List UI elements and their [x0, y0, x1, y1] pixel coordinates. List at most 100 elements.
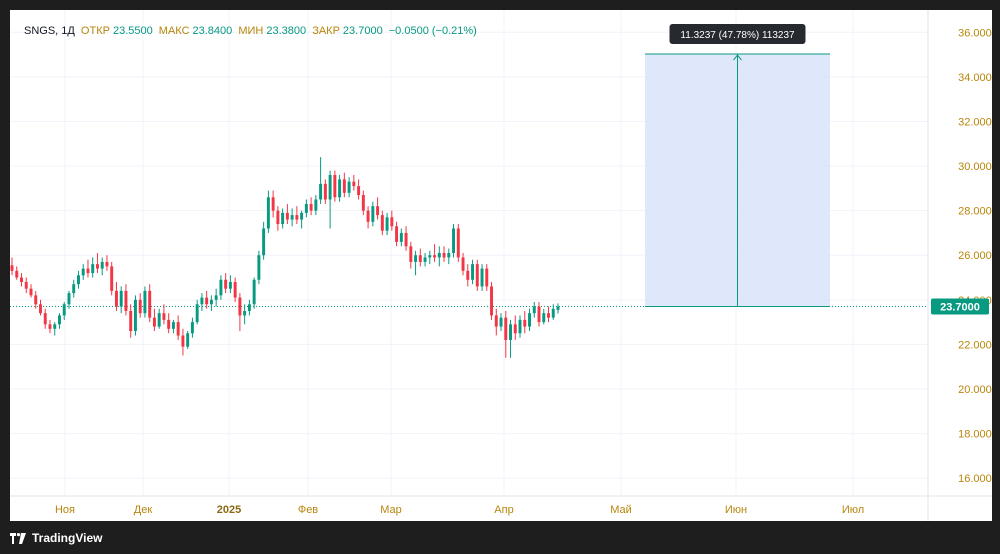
candle-body: [238, 297, 242, 316]
candle-body: [276, 210, 280, 225]
candle-body: [157, 313, 161, 327]
candle-body: [39, 304, 42, 314]
candle-body: [200, 297, 204, 305]
candle-body: [361, 195, 365, 211]
candle-body: [176, 322, 180, 336]
candle-body: [437, 253, 441, 258]
candle-body: [490, 286, 494, 316]
candle-body: [252, 279, 256, 305]
legend-high-value: 23.8400: [192, 25, 233, 37]
candle-body: [62, 304, 66, 316]
candle-body: [233, 281, 237, 298]
candle-body: [404, 232, 408, 247]
candle-body: [162, 313, 166, 320]
candle-body: [551, 308, 555, 318]
candle-body: [167, 319, 171, 329]
candle-body: [556, 306, 560, 310]
candle-body: [67, 293, 71, 305]
candle-body: [366, 210, 370, 222]
candle-body: [314, 199, 318, 211]
candle-body: [124, 290, 128, 311]
price-chart[interactable]: Ноя Дек 2025 Фев Мар Апр Май Июн Июл 11.3237 (47.…: [10, 10, 992, 521]
candle-body: [219, 279, 223, 296]
legend-low-value: 23.3800: [266, 25, 307, 37]
candle-body: [91, 264, 95, 274]
legend-change: −0.0500 (−0.21%): [388, 25, 477, 37]
candle-body: [542, 313, 546, 323]
candle-body: [475, 264, 479, 287]
price-tick-label: 18.0000: [958, 429, 992, 441]
candle-body: [509, 324, 512, 340]
tradingview-brand: TradingView: [32, 531, 103, 545]
candle-body: [547, 313, 550, 318]
tradingview-footer[interactable]: TradingView: [10, 528, 102, 548]
candle-body: [190, 322, 194, 334]
candle-body: [461, 257, 465, 271]
candle-body: [110, 266, 114, 291]
candle-body: [266, 197, 270, 229]
last-price-tag: [931, 298, 989, 315]
candle-body: [352, 181, 356, 187]
candle-body: [43, 313, 47, 325]
candle-body: [466, 270, 470, 280]
candle-body: [224, 279, 228, 289]
candle-body: [86, 268, 90, 274]
candle-body: [100, 261, 104, 269]
candle-body: [34, 295, 38, 305]
chart-panel[interactable]: Ноя Дек 2025 Фев Мар Апр Май Июн Июл 11.3237 (47.…: [10, 10, 992, 521]
candle-body: [58, 315, 61, 325]
candle-body: [300, 212, 304, 220]
candle-body: [471, 264, 475, 280]
candle-body: [480, 268, 484, 287]
candle-body: [409, 246, 413, 262]
candle-body: [532, 306, 536, 314]
candle-body: [228, 281, 232, 289]
candle-body: [333, 174, 337, 198]
candle-body: [371, 206, 375, 222]
candle-body: [119, 290, 123, 307]
price-tick-label: 32.0000: [958, 116, 992, 128]
candle-body: [24, 281, 28, 289]
candle-body: [53, 324, 57, 329]
candle-body: [418, 255, 422, 262]
price-tick-label: 34.0000: [958, 72, 992, 84]
candle-body: [171, 322, 175, 329]
candle-body: [309, 203, 313, 211]
legend-high-label: МАКС: [158, 25, 190, 37]
candle-body: [95, 264, 99, 269]
candle-body: [414, 255, 418, 262]
candle-body: [20, 277, 23, 282]
candle-body: [29, 288, 33, 296]
legend-close-value: 23.7000: [342, 25, 383, 37]
candle-body: [195, 304, 199, 323]
candle-body: [133, 299, 137, 332]
candle-body: [148, 290, 152, 318]
candle-body: [518, 319, 522, 334]
candle-body: [76, 275, 80, 285]
candle-body: [447, 253, 451, 258]
candle-body: [257, 255, 261, 280]
candle-body: [243, 310, 247, 316]
price-tick-label: 16.0000: [958, 473, 992, 485]
measure-arrow-head: [733, 54, 742, 61]
candle-body: [129, 310, 133, 332]
candle-body: [342, 179, 346, 193]
candle-body: [485, 268, 489, 287]
legend-open-label: ОТКР: [80, 25, 110, 37]
candle-body: [380, 215, 384, 231]
legend-symbol: SNGS, 1Д: [24, 25, 75, 37]
candle-body: [504, 317, 508, 340]
time-axis-label: Дек: [134, 504, 153, 516]
candle-body: [357, 186, 361, 196]
price-tick-label: 36.0000: [958, 27, 992, 39]
candle-body: [72, 284, 76, 294]
candle-body: [304, 203, 308, 213]
legend-low-label: МИН: [238, 25, 264, 37]
candle-body: [295, 215, 299, 220]
time-axis-label: 2025: [217, 504, 241, 516]
time-axis-label: Ноя: [55, 504, 75, 516]
candle-body: [114, 290, 118, 307]
tradingview-logo-icon: [10, 532, 26, 544]
candle-body: [442, 253, 446, 258]
candle-body: [247, 304, 251, 311]
